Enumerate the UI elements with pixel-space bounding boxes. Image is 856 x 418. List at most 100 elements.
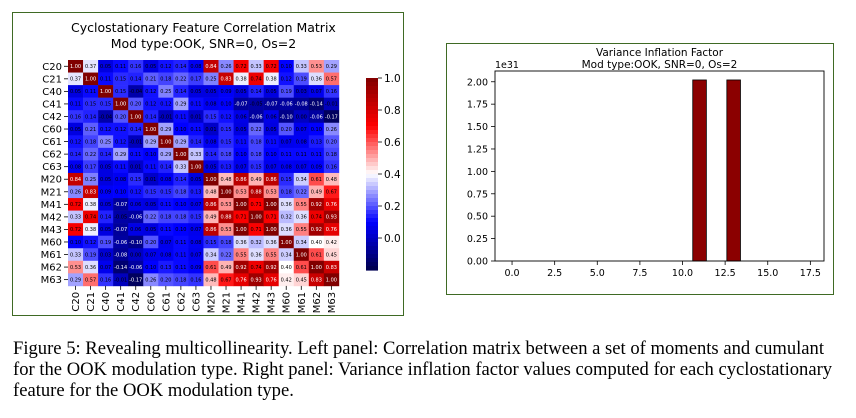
heatmap-cell <box>278 185 295 199</box>
heatmap-cell-label: 0.26 <box>70 190 81 196</box>
vif-y-tick-label: 1.25 <box>467 144 488 155</box>
heatmap-cell <box>203 185 219 199</box>
heatmap-cell <box>188 198 204 211</box>
heatmap-cell-label: -0.01 <box>325 102 338 108</box>
heatmap-cell <box>233 210 249 224</box>
heatmap-row-label: M20 <box>41 175 62 186</box>
heatmap-cell-label: 0.16 <box>326 164 337 170</box>
heatmap-cell <box>323 172 340 186</box>
heatmap-cell-label: 0.20 <box>326 139 337 145</box>
heatmap-cell <box>308 235 325 249</box>
heatmap-col-label: M62 <box>312 292 323 313</box>
vif-y-tick-label: 0.50 <box>467 212 488 223</box>
colorbar-segment <box>366 162 378 167</box>
colorbar-segment <box>366 178 378 183</box>
heatmap-cell <box>128 198 144 211</box>
heatmap-cell-label: 0.14 <box>85 114 96 120</box>
heatmap-cell <box>278 172 295 186</box>
heatmap-cell <box>293 122 310 136</box>
vif-y-tick-label: 0.25 <box>467 234 488 245</box>
heatmap-cell-label: 0.88 <box>220 215 231 221</box>
heatmap-cell-label: 0.93 <box>251 277 262 283</box>
heatmap-cell-label: 0.34 <box>296 177 307 183</box>
heatmap-cell-label: 0.61 <box>205 265 216 271</box>
heatmap-cell <box>173 223 189 236</box>
heatmap-cell-label: 0.18 <box>220 152 231 158</box>
heatmap-cell <box>173 97 189 111</box>
heatmap-cell <box>308 122 325 136</box>
heatmap-cell <box>98 60 114 73</box>
heatmap-cell-label: 0.11 <box>266 139 277 145</box>
heatmap-cell-label: 0.34 <box>281 252 292 258</box>
heatmap-cell-label: 0.05 <box>205 89 216 95</box>
heatmap-cell <box>188 147 204 161</box>
heatmap-cell-label: 0.42 <box>281 277 292 283</box>
heatmap-cell-label: 0.33 <box>175 164 186 170</box>
colorbar-tick-label: 0.4 <box>384 169 401 181</box>
heatmap-cell <box>218 172 234 186</box>
heatmap-cell-label: 0.15 <box>220 127 231 133</box>
heatmap-cell <box>263 135 279 149</box>
heatmap-cell <box>218 260 234 274</box>
heatmap-cell <box>293 172 310 186</box>
heatmap-cell-label: -0.10 <box>129 240 142 246</box>
colorbar-segment <box>366 154 378 159</box>
heatmap-cell-label: 0.53 <box>311 64 322 70</box>
heatmap-cell-label: 0.10 <box>220 102 231 108</box>
heatmap-cell <box>128 185 144 199</box>
colorbar-segment <box>366 182 378 187</box>
heatmap-cell-label: 0.36 <box>281 202 292 208</box>
heatmap-cell <box>323 210 340 224</box>
heatmap-cell-label: 0.13 <box>160 265 171 271</box>
heatmap-cell <box>248 97 264 111</box>
heatmap-cell <box>323 147 340 161</box>
heatmap-cell-label: 0.48 <box>220 177 231 183</box>
heatmap-cell-label: -0.08 <box>114 252 127 258</box>
heatmap-cell <box>113 223 129 236</box>
heatmap-cell-label: 0.49 <box>205 215 216 221</box>
heatmap-cell <box>248 122 264 136</box>
heatmap-cell <box>218 248 234 262</box>
heatmap-cell-label: 0.18 <box>251 139 262 145</box>
heatmap-cell-label: 0.32 <box>251 240 262 246</box>
heatmap-cell-label: 0.29 <box>326 64 337 70</box>
heatmap-cell-label: -0.01 <box>159 114 172 120</box>
heatmap-cell <box>248 235 264 249</box>
heatmap-cell-label: 0.11 <box>175 240 186 246</box>
heatmap-cell-label: 0.49 <box>220 265 231 271</box>
heatmap-cell-label: 0.83 <box>85 190 96 196</box>
heatmap-cell-label: 0.72 <box>70 202 81 208</box>
heatmap-cell <box>293 135 310 149</box>
vif-y-tick-label: 0.75 <box>467 189 488 200</box>
heatmap-cell-label: 1.00 <box>281 240 292 246</box>
heatmap-cell <box>293 260 310 274</box>
heatmap-cell-label: 0.07 <box>190 227 201 233</box>
heatmap-cell-label: 0.08 <box>205 102 216 108</box>
heatmap-cell-label: 0.15 <box>160 190 171 196</box>
heatmap-cell-label: 0.11 <box>190 127 201 133</box>
heatmap-cell <box>68 260 84 274</box>
heatmap-cell-label: 0.14 <box>100 152 111 158</box>
colorbar-segment <box>366 206 378 211</box>
heatmap-cell-label: 0.36 <box>236 240 247 246</box>
heatmap-col-label: M21 <box>222 292 233 313</box>
heatmap-cell <box>248 160 264 174</box>
heatmap-cell-label: 0.55 <box>236 252 247 258</box>
heatmap-cell <box>143 160 159 174</box>
heatmap-cell-label: 1.00 <box>175 152 186 158</box>
heatmap-cell <box>143 147 159 161</box>
vif-x-tick-label: 5.0 <box>590 268 605 279</box>
heatmap-cell <box>188 122 204 136</box>
heatmap-cell <box>233 60 249 73</box>
heatmap-cell-label: 0.14 <box>70 152 81 158</box>
colorbar-tick-label: 1.0 <box>384 73 401 85</box>
heatmap-cell <box>233 235 249 249</box>
heatmap-cell-label: 0.08 <box>160 252 171 258</box>
heatmap-cell-label: 0.09 <box>220 89 231 95</box>
heatmap-cell-label: 1.00 <box>311 265 322 271</box>
heatmap-cell <box>68 110 84 124</box>
figure-caption: Figure 5: Revealing multicollinearity. L… <box>13 338 833 401</box>
heatmap-cell <box>323 72 340 86</box>
colorbar-segment <box>366 102 378 107</box>
heatmap-cell-label: 0.12 <box>145 102 156 108</box>
